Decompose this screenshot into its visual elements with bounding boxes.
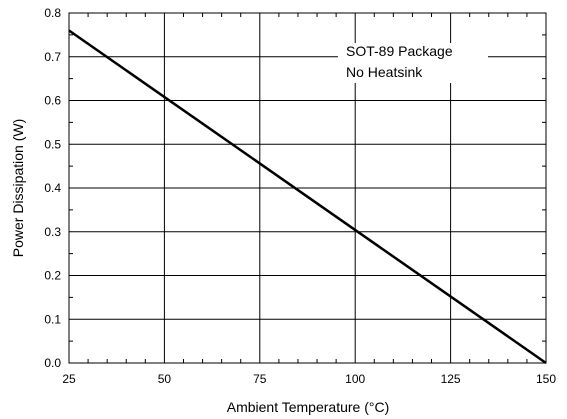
y-tick-label: 0.1 bbox=[44, 312, 61, 326]
x-tick-label: 25 bbox=[62, 372, 76, 386]
y-tick-label: 0.8 bbox=[44, 6, 61, 20]
annotation-package: SOT-89 Package bbox=[346, 43, 453, 59]
y-tick-labels: 0.0 0.1 0.2 0.3 0.4 0.5 0.6 0.7 0.8 bbox=[44, 6, 61, 370]
y-tick-label: 0.4 bbox=[44, 181, 61, 195]
minor-ticks bbox=[69, 13, 546, 363]
y-tick-label: 0.6 bbox=[44, 94, 61, 108]
y-axis-label: Power Dissipation (W) bbox=[10, 119, 26, 257]
y-tick-label: 0.3 bbox=[44, 225, 61, 239]
x-axis-label: Ambient Temperature (°C) bbox=[227, 399, 390, 415]
annotation-heatsink: No Heatsink bbox=[346, 64, 423, 80]
x-tick-label: 125 bbox=[441, 372, 461, 386]
x-tick-label: 75 bbox=[253, 372, 267, 386]
y-tick-label: 0.0 bbox=[44, 356, 61, 370]
x-tick-label: 150 bbox=[536, 372, 556, 386]
x-tick-label: 50 bbox=[158, 372, 172, 386]
y-tick-label: 0.7 bbox=[44, 50, 61, 64]
x-tick-label: 100 bbox=[345, 372, 365, 386]
plot-frame bbox=[68, 12, 547, 364]
y-tick-label: 0.5 bbox=[44, 137, 61, 151]
derating-line bbox=[68, 29, 547, 365]
annotation-background bbox=[338, 43, 488, 83]
x-tick-labels: 25 50 75 100 125 150 bbox=[62, 372, 556, 386]
series-group bbox=[68, 29, 547, 365]
y-tick-label: 0.2 bbox=[44, 269, 61, 283]
